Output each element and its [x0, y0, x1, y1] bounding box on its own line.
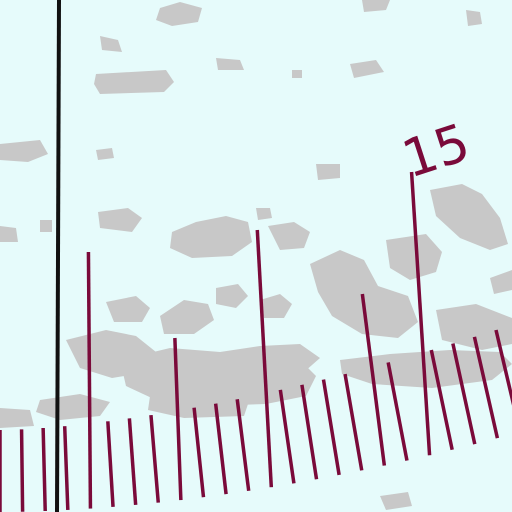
land-patch [260, 294, 292, 318]
scale-tick [19, 429, 25, 512]
scale-tick [86, 251, 93, 509]
land-patch [386, 234, 442, 280]
land-patch [98, 208, 142, 232]
land-patch [316, 164, 340, 180]
land-patch [350, 60, 384, 78]
scale-tick [278, 389, 296, 484]
scale-tick [343, 373, 364, 471]
scale-tick [235, 399, 251, 492]
land-patch [156, 2, 202, 26]
scale-tick [472, 336, 500, 439]
scale-tick [41, 427, 47, 512]
scale-tick [192, 407, 206, 498]
land-patch [216, 284, 248, 308]
land-patch [490, 270, 512, 294]
land-patch [148, 392, 250, 418]
scale-tick [360, 293, 387, 466]
scale-tick [429, 349, 454, 451]
land-patch [160, 300, 214, 334]
scale-tick [213, 403, 228, 495]
scale-tick [255, 229, 274, 488]
scale-tick [149, 414, 161, 503]
land-patch [40, 220, 52, 232]
land-patch [436, 304, 512, 350]
scale-ticks [0, 171, 512, 512]
scale-tick [321, 379, 341, 476]
land-patch [260, 344, 320, 372]
land-patch [0, 408, 34, 428]
land-patch [380, 492, 412, 510]
land-patch [362, 0, 390, 12]
land-patch [216, 58, 244, 70]
land-patch [292, 70, 302, 78]
scale-tick [173, 337, 183, 501]
land-patch [106, 296, 150, 322]
land-patch [0, 140, 48, 162]
land-patch [256, 208, 272, 220]
land-patch [430, 184, 508, 250]
meridian-line [55, 0, 61, 512]
land-patch [340, 350, 512, 388]
scale-tick [451, 343, 477, 445]
land-patch [94, 70, 174, 94]
land-patch [170, 216, 252, 258]
scale-tick [62, 426, 70, 511]
land-patch [96, 148, 114, 160]
scale-tick [106, 421, 115, 507]
land-patch [36, 394, 110, 420]
scale-tick [127, 418, 138, 506]
scale-tick [386, 362, 409, 461]
land-patch [100, 36, 122, 52]
land-patch [268, 222, 310, 250]
scale-tick [409, 171, 432, 456]
scale-tick [300, 384, 319, 480]
land-patch [0, 226, 18, 242]
land-patch [466, 10, 482, 26]
scale-tick [494, 329, 512, 406]
